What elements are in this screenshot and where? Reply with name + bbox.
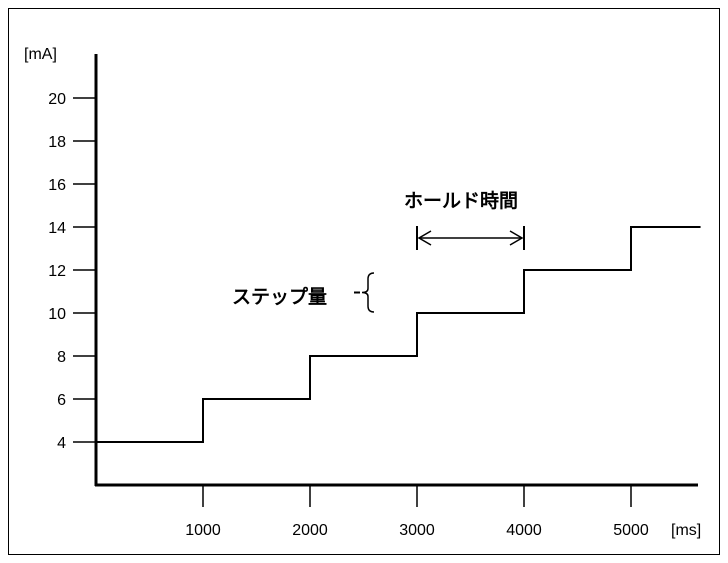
y-tick-label: 8 <box>57 349 66 366</box>
chart-plot: 4 6 8 10 12 14 16 18 20 1000 2000 3000 4000 5000 <box>48 54 701 539</box>
y-tick-label: 20 <box>48 91 66 108</box>
y-tick-label: 16 <box>48 177 66 194</box>
x-tick-label: 1000 <box>185 522 221 539</box>
y-axis-label: [mA] <box>24 46 57 63</box>
x-tick-label: 3000 <box>399 522 435 539</box>
hold-time-arrow-left-head <box>417 230 432 246</box>
y-tick-label: 10 <box>48 306 66 323</box>
y-tick-label: 18 <box>48 134 66 151</box>
step-amount-label: ステップ量 <box>232 285 327 308</box>
x-tick-label: 2000 <box>292 522 328 539</box>
chart-border <box>8 8 720 555</box>
x-tick-label: 5000 <box>613 522 649 539</box>
x-tick-label: 4000 <box>506 522 542 539</box>
y-tick-label: 4 <box>57 435 66 452</box>
step-amount-brace <box>361 272 375 313</box>
x-axis-label: [ms] <box>671 522 701 539</box>
y-tick-label: 12 <box>48 263 66 280</box>
hold-time-arrow-right-head <box>509 230 524 246</box>
hold-time-label: ホールド時間 <box>404 190 518 212</box>
step-series-line <box>96 226 701 443</box>
y-tick-label: 6 <box>57 392 66 409</box>
y-tick-label: 14 <box>48 220 66 237</box>
